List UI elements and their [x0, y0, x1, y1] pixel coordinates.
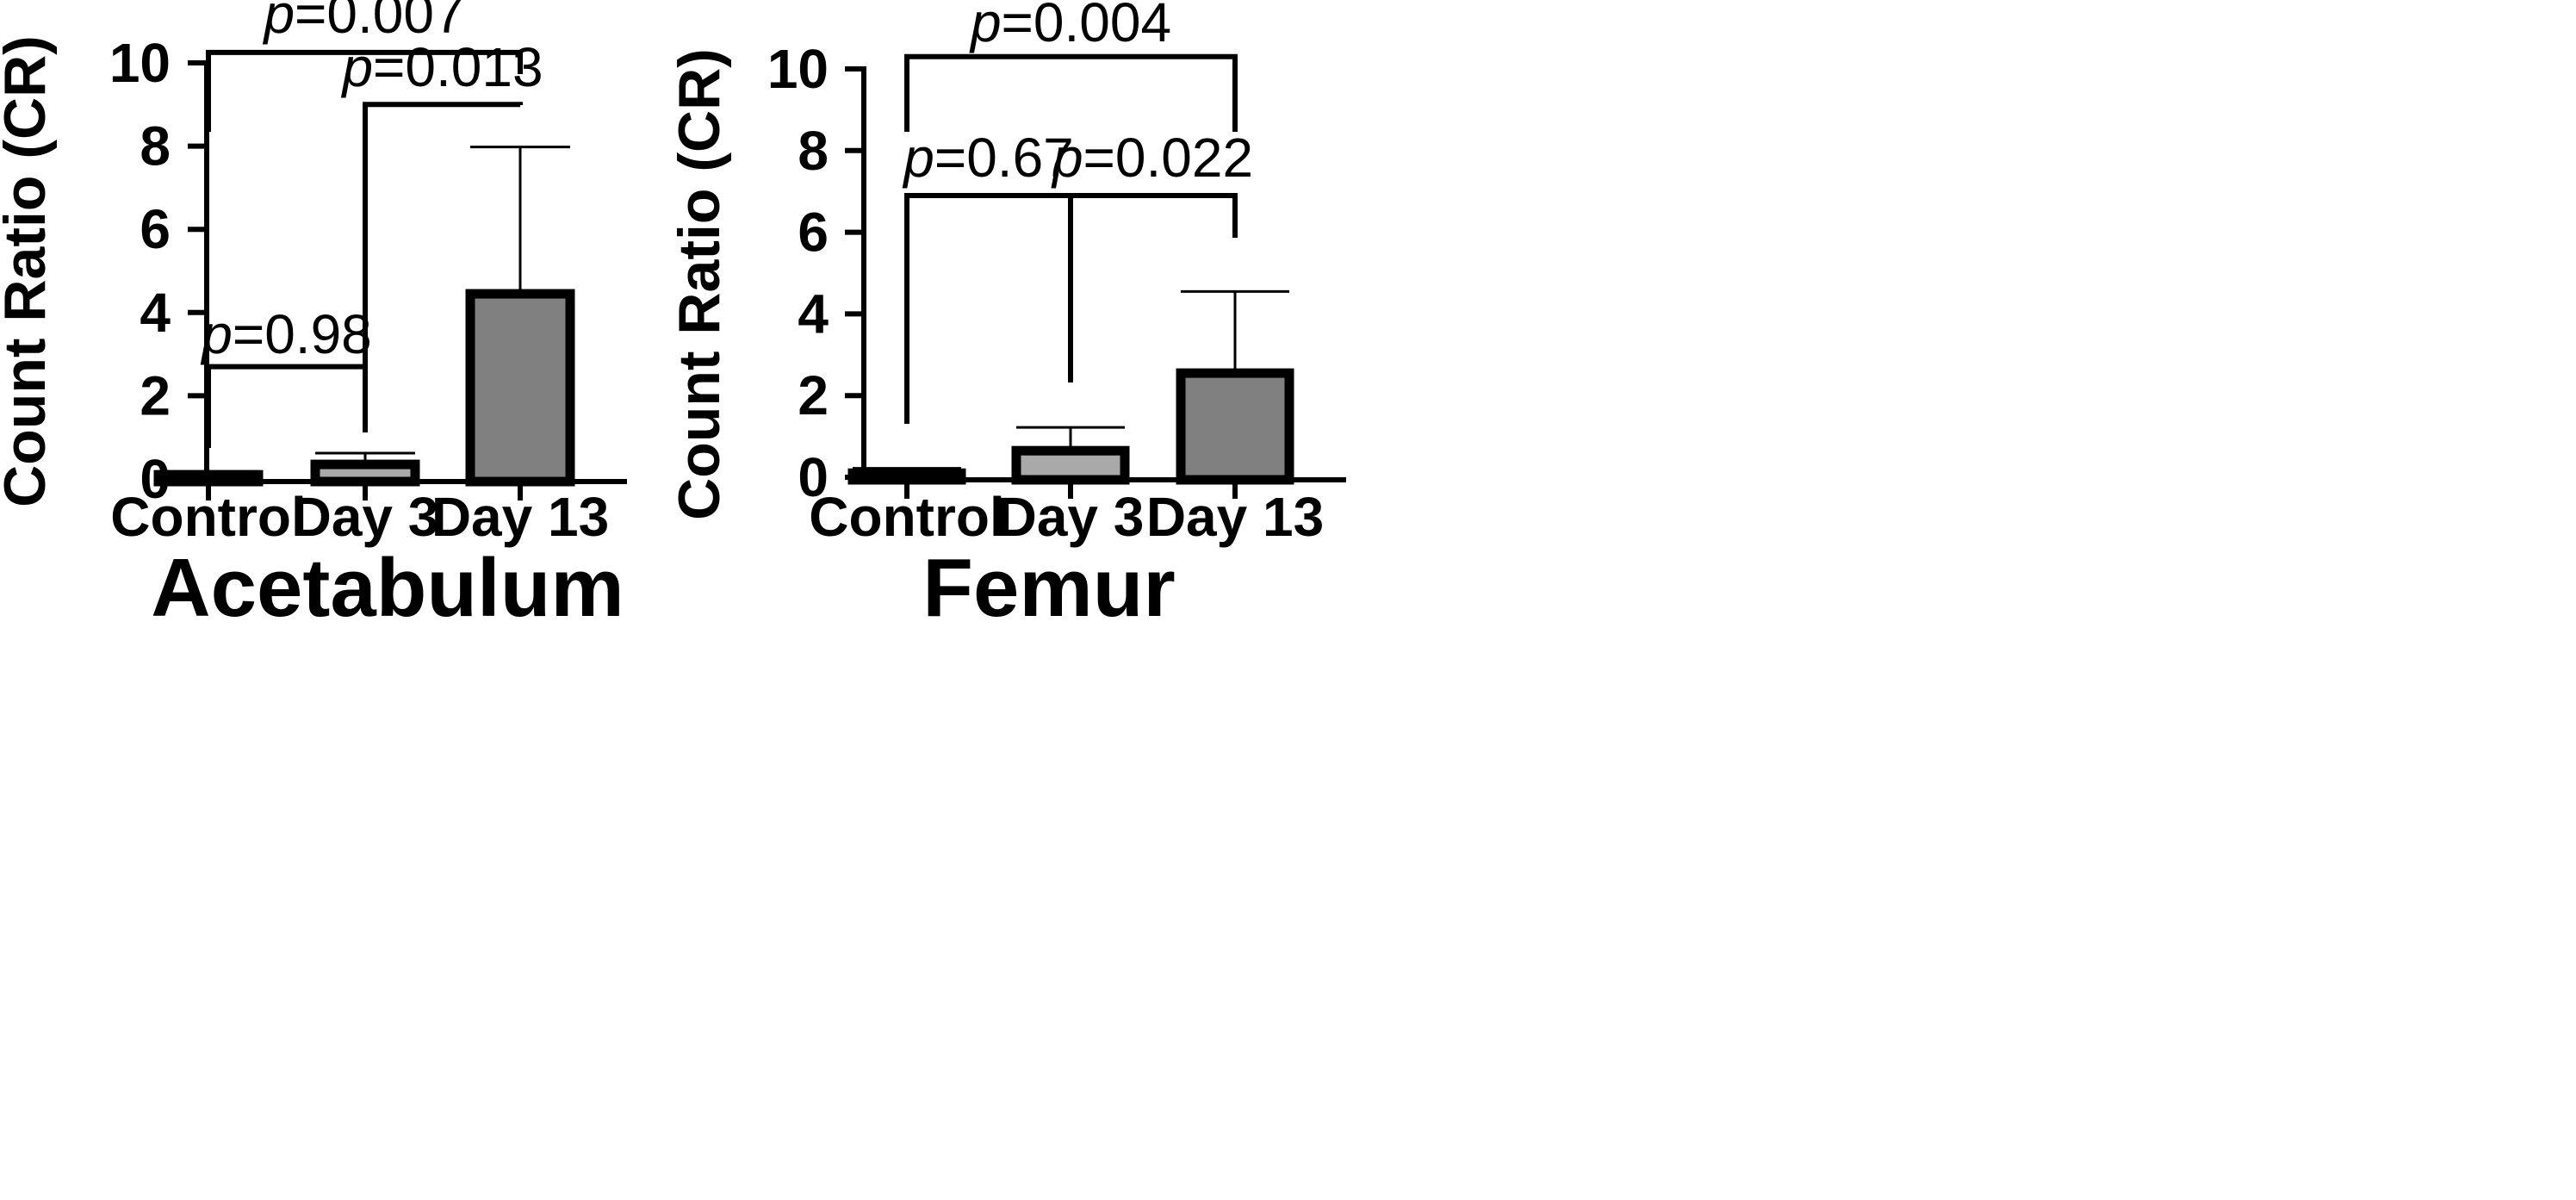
y-tick-label-8: 8 [140, 115, 171, 177]
p-value: =0.98 [233, 303, 372, 365]
y-axis-title: Count Ratio (CR) [0, 35, 58, 507]
p-symbol: p [340, 36, 373, 98]
chart-title: Femur [922, 542, 1175, 634]
p-symbol: p [1051, 127, 1083, 189]
y-tick-label-0: 0 [798, 446, 829, 508]
significance-bracket-2 [363, 102, 523, 432]
p-value: =0.022 [1083, 127, 1254, 189]
x-tick-label-day-13: Day 13 [431, 486, 609, 548]
y-tick-label-4: 4 [140, 282, 171, 344]
p-symbol: p [902, 127, 934, 189]
significance-bracket-1 [206, 364, 368, 448]
significance-bracket-3 [206, 49, 523, 132]
bar-day-3 [1011, 445, 1130, 485]
y-tick-label-10: 10 [109, 32, 171, 94]
bar-day-3 [310, 459, 420, 487]
p-symbol: p [969, 0, 1002, 53]
p-value: =0.67 [934, 127, 1074, 189]
bar-day-13 [1176, 368, 1294, 485]
bar-control [153, 469, 264, 487]
significance-bracket-1 [904, 192, 1073, 424]
p-value: =0.004 [1002, 0, 1172, 53]
chart-title: Acetabulum [151, 542, 624, 634]
p-value-label-1: p=0.67 [902, 127, 1074, 189]
p-value: =0.007 [295, 0, 465, 45]
p-symbol: p [200, 303, 233, 365]
x-tick-label-control: Control [110, 486, 307, 548]
y-tick-label-2: 2 [798, 364, 829, 426]
p-value-label-2: p=0.013 [340, 36, 543, 98]
y-tick-label-8: 8 [798, 120, 829, 182]
p-value: =0.013 [373, 36, 543, 98]
significance-bracket-2 [1068, 192, 1238, 382]
bar-day-13 [465, 289, 575, 487]
y-tick-label-10: 10 [767, 38, 829, 100]
y-axis-title: Count Ratio (CR) [667, 48, 732, 520]
significance-bracket-3 [904, 53, 1238, 132]
bar-control [847, 468, 966, 485]
p-value-label-2: p=0.022 [1051, 127, 1253, 189]
x-tick-label-day-3: Day 3 [997, 486, 1145, 548]
y-tick-label-6: 6 [798, 202, 829, 264]
x-tick-label-control: Control [809, 486, 1005, 548]
p-value-label-3: p=0.007 [262, 0, 464, 45]
x-tick-label-day-13: Day 13 [1146, 486, 1324, 548]
y-tick-label-2: 2 [140, 364, 171, 426]
p-symbol: p [262, 0, 295, 45]
y-tick-label-6: 6 [140, 198, 171, 260]
y-tick-label-4: 4 [798, 283, 829, 345]
x-tick-label-day-3: Day 3 [292, 486, 439, 548]
p-value-label-1: p=0.98 [200, 303, 372, 365]
p-value-label-3: p=0.004 [969, 0, 1171, 53]
